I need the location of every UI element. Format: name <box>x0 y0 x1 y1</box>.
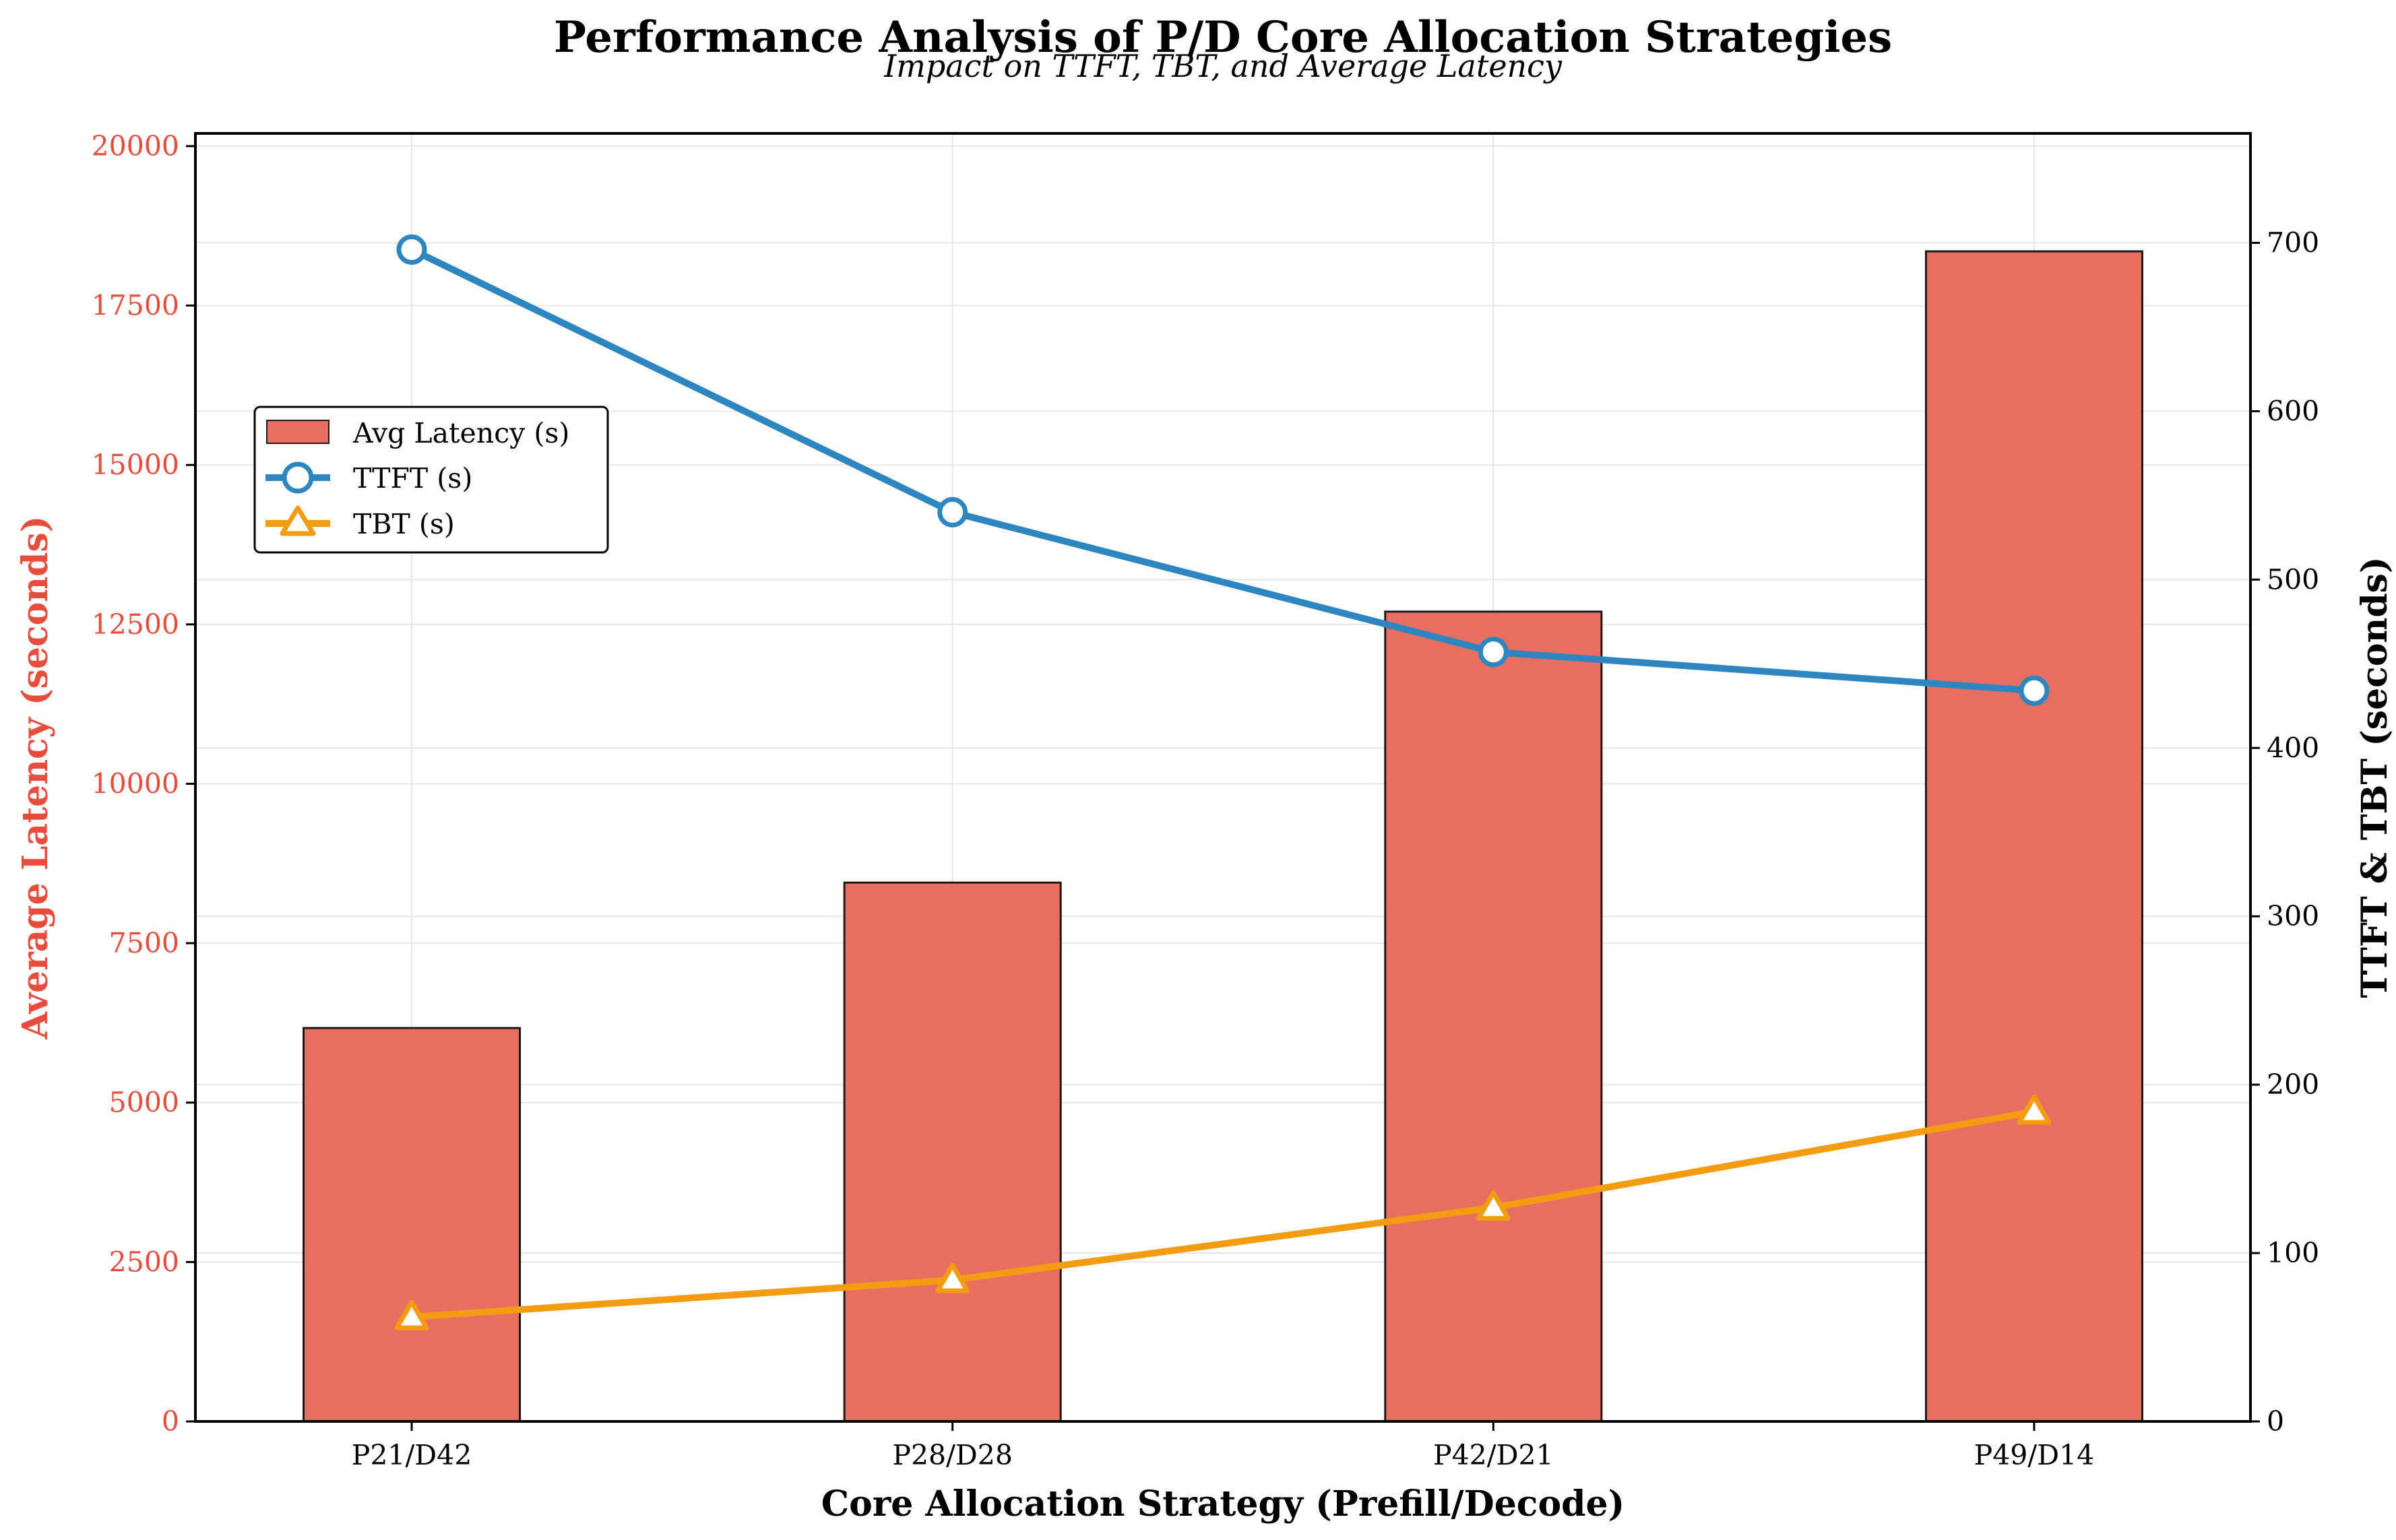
y-tick-label-left-2: 5000 <box>109 1087 179 1119</box>
y-tick-label-right-1: 100 <box>2267 1237 2319 1269</box>
y-tick-label-right-5: 500 <box>2267 563 2319 596</box>
y-axis-title-right: TTFT & TBT (seconds) <box>2354 556 2395 998</box>
y-tick-label-right-4: 400 <box>2267 732 2319 764</box>
y-tick-label-left-6: 15000 <box>92 449 179 481</box>
x-axis-title: Core Allocation Strategy (Prefill/Decode… <box>821 1483 1625 1525</box>
legend-label-tbt: TBT (s) <box>353 508 455 540</box>
y-tick-label-left-4: 10000 <box>92 767 179 800</box>
bar-p49-d14 <box>1924 250 2143 1423</box>
y-tick-label-right-6: 600 <box>2267 395 2319 427</box>
legend-tbt-marker-icon <box>280 505 316 536</box>
tbt-point-2 <box>1476 1190 1511 1221</box>
axis-ticks: 0 2500 5000 7500 10000 12500 15000 17500 20000 0 1… <box>92 130 2320 1471</box>
x-tick-label-2: P42/D21 <box>1433 1439 1554 1471</box>
y-tick-label-left-8: 20000 <box>92 130 179 162</box>
y-tick-label-right-7: 700 <box>2267 226 2319 259</box>
ttft-point-1 <box>937 496 968 527</box>
legend: Avg Latency (s) TTFT (s) TBT (s) <box>253 406 609 554</box>
ttft-point-3 <box>2019 675 2050 706</box>
ttft-point-0 <box>396 234 427 265</box>
y-tick-label-left-7: 17500 <box>92 290 179 322</box>
y-tick-label-left-1: 2500 <box>109 1246 179 1278</box>
ttft-line <box>410 246 2035 695</box>
x-tick-label-3: P49/D14 <box>1974 1439 2095 1471</box>
y-tick-label-right-0: 0 <box>2267 1405 2284 1438</box>
x-tick-label-0: P21/D42 <box>352 1439 472 1471</box>
legend-box <box>253 406 609 554</box>
legend-bar-swatch <box>266 420 329 444</box>
chart-title: Performance Analysis of P/D Core Allocat… <box>554 12 1892 63</box>
x-tick-label-1: P28/D28 <box>892 1439 1013 1471</box>
bar-p42-d21 <box>1384 610 1603 1423</box>
y-axis-title-left: Average Latency (seconds) <box>15 516 56 1040</box>
tbt-point-3 <box>2017 1094 2052 1125</box>
ttft-point-2 <box>1478 637 1509 668</box>
tbt-line <box>411 1108 2035 1321</box>
y-tick-label-right-3: 300 <box>2267 900 2319 932</box>
legend-label-avg-latency: Avg Latency (s) <box>352 417 569 449</box>
tbt-point-0 <box>394 1300 429 1330</box>
bar-p28-d28 <box>843 881 1062 1423</box>
y-tick-label-right-2: 200 <box>2267 1068 2319 1101</box>
y-tick-label-left-3: 7500 <box>109 927 179 959</box>
bar-p21-d42 <box>303 1027 522 1423</box>
y-tick-label-left-5: 12500 <box>92 608 179 641</box>
tbt-point-1 <box>935 1262 970 1293</box>
chart-subtitle: Impact on TTFT, TBT, and Average Latency <box>883 48 1563 84</box>
y-tick-label-left-0: 0 <box>162 1405 179 1438</box>
line-series <box>394 234 2052 1330</box>
legend-ttft-marker-icon <box>282 461 314 494</box>
bar-series <box>303 250 2143 1423</box>
legend-label-ttft: TTFT (s) <box>353 462 472 494</box>
plot-frame <box>194 132 2252 1423</box>
